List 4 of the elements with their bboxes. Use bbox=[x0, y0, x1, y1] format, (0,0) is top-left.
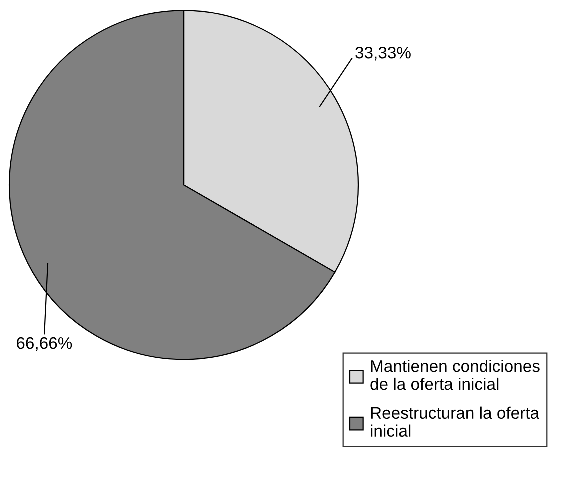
data-label: 66,66% bbox=[17, 337, 72, 352]
legend-label: Mantienen condiciones de la oferta inicial bbox=[370, 360, 540, 390]
data-label: 33,33% bbox=[356, 46, 411, 61]
legend-label: Reestructuran la oferta inicial bbox=[371, 406, 540, 438]
